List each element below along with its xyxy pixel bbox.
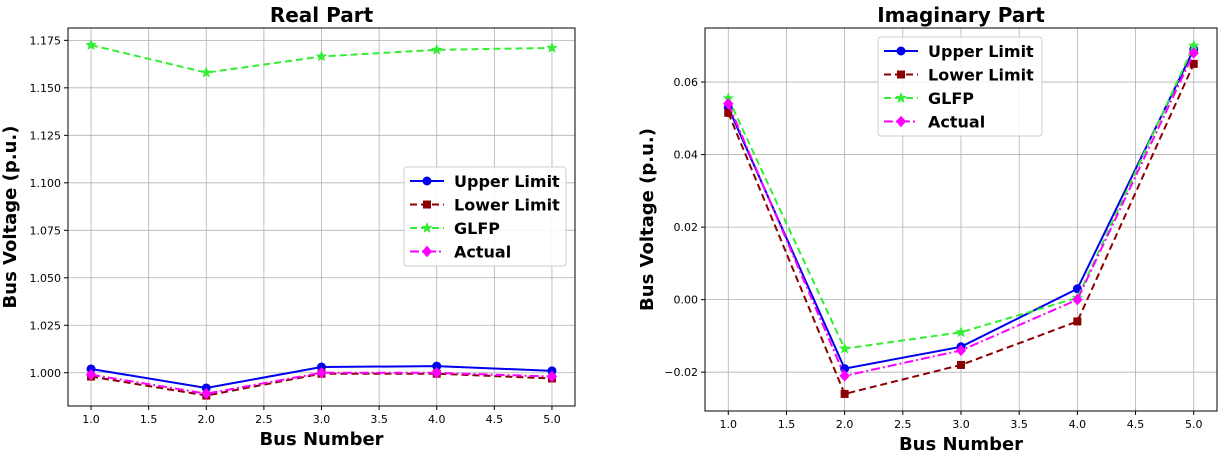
y-tick-label: 1.025 [30,319,62,332]
data-point [316,367,327,379]
data-point [957,360,965,369]
legend-marker [897,70,905,79]
legend-label: Upper Limit [928,42,1034,61]
x-tick-label: 1.0 [82,413,100,426]
y-tick-label: 1.100 [30,177,62,190]
y-tick-label: 0.02 [674,221,699,234]
x-tick-label: 3.0 [952,418,970,431]
x-tick-label: 5.0 [543,413,561,426]
y-tick-label: 0.04 [674,149,699,162]
data-point [201,387,212,400]
data-point [1189,59,1198,68]
legend-label: GLFP [928,89,974,108]
y-tick-label: 1.000 [30,367,62,380]
chart-title: Real Part [270,3,374,27]
y-tick-label: 0.00 [674,294,699,307]
x-tick-label: 2.0 [198,413,216,426]
x-tick-label: 1.5 [140,413,158,426]
data-point [1073,317,1082,326]
x-tick-label: 2.5 [255,413,273,426]
x-tick-label: 5.0 [1185,418,1203,431]
series-line [727,45,1195,350]
data-point [1188,47,1199,59]
y-axis-label: Bus Voltage (p.u.) [0,126,21,309]
x-tick-label: 4.5 [1127,418,1145,431]
y-tick-label: 0.06 [674,76,699,89]
legend-marker [896,46,906,56]
chart-1: 1.0 1.5 2.0 2.5 3.0 3.5 4.0 4.5 5.0 1.000 1.025 1.0… [0,3,576,450]
y-tick-label: 1.075 [30,224,62,237]
chart-2: 1.0 1.5 2.0 2.5 3.0 3.5 4.0 4.5 5.0 −0.02 0.00 0.02… [637,3,1218,455]
series-3 [85,38,558,78]
legend-marker [421,221,433,234]
legend-box [403,166,567,267]
x-tick-label: 1.5 [778,418,796,431]
y-tick-label: 1.175 [30,34,62,47]
legend-label: Upper Limit [454,172,560,191]
legend-marker [422,176,432,186]
series-2 [724,59,1198,398]
legend: Upper Limit Lower Limit GLFP Actual [403,166,567,267]
x-tick-label: 2.0 [836,418,854,431]
x-tick-label: 2.5 [894,418,912,431]
data-point [546,370,558,383]
chart-title: Imaginary Part [877,3,1045,27]
legend-label: Lower Limit [928,66,1034,85]
legend-label: Actual [928,113,985,132]
x-tick-label: 3.0 [313,413,331,426]
data-point [840,389,849,398]
data-point [430,43,443,55]
legend-marker [895,91,907,104]
x-axis-label: Bus Number [259,429,383,450]
x-tick-label: 3.5 [370,413,388,426]
x-tick-label: 4.0 [1069,418,1087,431]
legend-box [877,36,1043,137]
x-tick-label: 4.5 [486,413,504,426]
legend-marker [423,200,431,209]
x-tick-label: 4.0 [428,413,446,426]
data-point [546,41,558,53]
data-point [431,367,442,379]
data-point [723,98,734,110]
data-point [200,66,213,78]
data-point [839,370,850,382]
x-tick-label: 1.0 [720,418,738,431]
y-axis-label: Bus Voltage (p.u.) [637,128,658,311]
y-tick-label: 1.150 [30,82,62,95]
data-point [315,50,328,62]
legend: Upper Limit Lower Limit GLFP Actual [877,36,1043,137]
y-tick-label: 1.125 [30,129,62,142]
legend-label: GLFP [454,219,500,238]
data-point [85,368,97,381]
y-tick-label: 1.050 [30,272,62,285]
series-4 [723,47,1199,382]
data-point [1072,293,1083,306]
legend-marker [895,115,907,128]
y-tick-label: −0.02 [664,366,698,379]
data-point [955,326,967,338]
x-axis-label: Bus Number [899,434,1023,455]
x-tick-label: 3.5 [1010,418,1028,431]
legend-marker [421,245,433,258]
data-point [838,342,851,354]
data-point [85,38,97,51]
data-point [955,344,967,357]
legend-label: Actual [454,243,511,262]
series-4 [85,367,558,400]
legend-label: Lower Limit [454,196,560,215]
